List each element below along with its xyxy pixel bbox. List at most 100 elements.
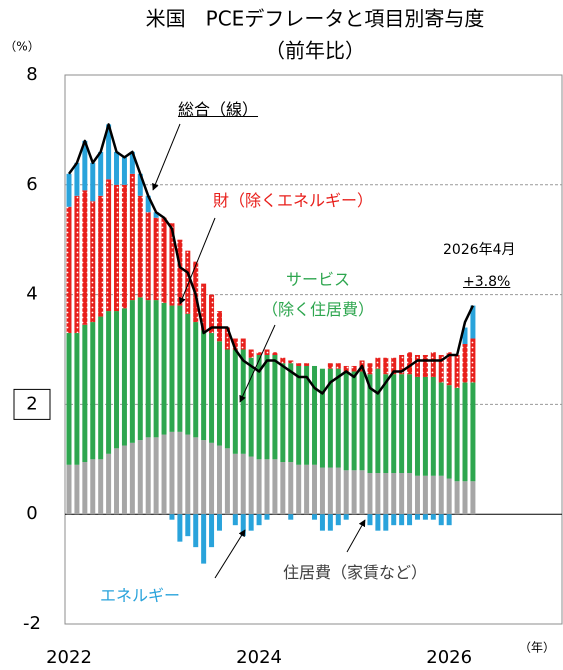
bar xyxy=(264,459,270,515)
bar xyxy=(248,456,254,515)
bar xyxy=(82,462,88,515)
bar xyxy=(391,514,397,526)
bar xyxy=(470,481,476,515)
bar xyxy=(367,473,373,515)
bar xyxy=(272,354,278,460)
bar xyxy=(399,514,405,526)
bar xyxy=(169,223,175,306)
bar xyxy=(470,305,476,339)
bar xyxy=(90,162,96,202)
line-label: 総合（線） xyxy=(178,100,259,119)
bar xyxy=(256,459,262,515)
bar xyxy=(232,453,238,515)
bar xyxy=(145,212,151,301)
bar xyxy=(327,363,333,369)
bar xyxy=(438,382,444,476)
bar xyxy=(209,442,215,515)
arrow xyxy=(214,529,246,579)
bar xyxy=(446,478,452,515)
bar xyxy=(272,352,278,355)
bar xyxy=(272,459,278,515)
bar xyxy=(462,382,468,482)
bar xyxy=(454,354,460,388)
bar xyxy=(351,365,357,372)
bar xyxy=(66,173,72,207)
bar xyxy=(414,376,420,476)
bar xyxy=(137,440,143,515)
bar xyxy=(375,514,381,531)
bar xyxy=(201,514,207,564)
bar xyxy=(367,514,373,526)
arrow xyxy=(346,519,366,553)
bar xyxy=(185,250,191,314)
bar xyxy=(414,514,420,520)
y-tick-label: 6 xyxy=(26,174,37,195)
bar xyxy=(248,357,254,457)
bar xyxy=(383,374,389,474)
bar xyxy=(407,352,413,375)
bar xyxy=(209,333,215,443)
bar xyxy=(391,374,397,474)
bar xyxy=(288,514,294,520)
y-tick-label: 0 xyxy=(26,503,37,524)
bar xyxy=(335,514,341,526)
bar xyxy=(462,481,468,515)
bar xyxy=(169,431,175,515)
bar xyxy=(264,349,270,355)
bar xyxy=(106,179,112,312)
bar xyxy=(153,300,159,438)
bar xyxy=(327,467,333,515)
bar xyxy=(296,464,302,515)
bar xyxy=(240,349,246,454)
bar xyxy=(414,475,420,515)
x-tick-label: 2024 xyxy=(236,647,282,668)
bar xyxy=(129,151,135,174)
bar xyxy=(335,363,341,369)
bar xyxy=(454,387,460,482)
bar xyxy=(185,313,191,435)
bar xyxy=(66,206,72,334)
y-tick-label: 4 xyxy=(26,284,37,305)
energy-label: エネルギー xyxy=(100,586,181,605)
bar xyxy=(74,464,80,515)
bar xyxy=(304,365,310,465)
bar xyxy=(351,371,357,471)
bar xyxy=(470,338,476,383)
y-tick-label: 8 xyxy=(26,64,37,85)
bar xyxy=(90,201,96,323)
y-axis-label: （%） xyxy=(4,40,39,54)
bar xyxy=(98,195,104,317)
arrow xyxy=(179,217,216,305)
bar xyxy=(335,467,341,515)
bar xyxy=(359,470,365,515)
bar xyxy=(114,448,120,515)
bar xyxy=(391,473,397,515)
bar xyxy=(129,300,135,443)
bar xyxy=(106,311,112,454)
bar xyxy=(312,365,318,465)
bar xyxy=(185,514,191,537)
bar xyxy=(312,514,318,520)
bar xyxy=(256,352,262,355)
bar xyxy=(106,453,112,515)
bar xyxy=(280,357,286,364)
bar xyxy=(304,363,310,366)
bar xyxy=(319,467,325,515)
bar xyxy=(422,354,428,377)
bar xyxy=(145,300,151,438)
arrows xyxy=(152,123,366,579)
services-label: サービス （除く住居費） xyxy=(262,270,375,319)
bar xyxy=(98,316,104,460)
bar xyxy=(359,371,365,471)
bar xyxy=(446,385,452,479)
bar xyxy=(90,459,96,515)
bar xyxy=(399,354,405,375)
bar xyxy=(161,217,167,303)
x-tick-label: 2022 xyxy=(46,647,92,668)
bar xyxy=(129,442,135,515)
bar xyxy=(296,363,302,366)
bar xyxy=(288,360,294,364)
bar xyxy=(438,514,444,526)
bar xyxy=(82,140,88,191)
